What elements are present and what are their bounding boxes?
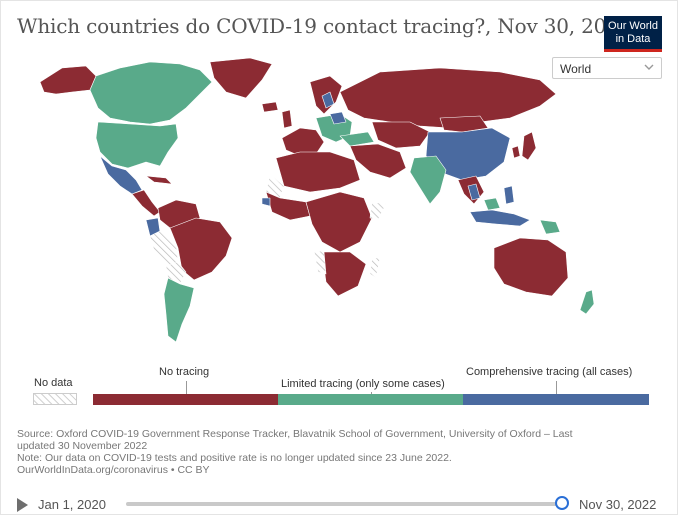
map-region-canada [89,61,213,125]
map-region-philippines [503,185,515,205]
map-region-iceland [261,101,279,113]
map-region-malaysia [483,197,501,211]
map-region-central-africa [305,191,373,253]
world-map [39,57,595,343]
timeline: Jan 1, 2020 Nov 30, 2022 [0,490,680,517]
timeline-handle[interactable] [555,496,569,510]
legend-swatch-comprehensive[interactable] [463,394,649,405]
legend-swatch-no-tracing[interactable] [93,394,278,405]
map-region-australia [493,237,569,297]
map-region-indonesia [469,209,531,227]
map-region-mexico [99,155,143,195]
map-region-caribbean [145,175,173,185]
map-region-bolivia [165,261,187,285]
legend-tick [186,381,187,394]
legend-label-limited: Limited tracing (only some cases) [281,378,445,390]
legend-no-data-label: No data [34,377,73,389]
map-region-poland [329,111,347,125]
legend-label-no-tracing: No tracing [159,366,210,378]
chart-title: Which countries do COVID-19 contact trac… [17,14,632,38]
map-region-alaska [39,65,97,95]
timeline-track[interactable] [126,502,564,506]
note-line: Note: Our data on COVID-19 tests and pos… [17,452,452,464]
map-region-japan [521,131,537,161]
map-region-west-africa [265,191,311,221]
map-region-central-america [131,189,161,217]
map-region-usa [95,121,179,169]
map-region-greenland [209,57,273,99]
timeline-end-label[interactable]: Nov 30, 2022 [579,497,657,512]
legend-label-comprehensive: Comprehensive tracing (all cases) [466,366,633,378]
legend-tick [371,392,372,395]
map-region-namibia [313,249,327,275]
map-region-southern-africa [321,251,367,297]
map-region-thailand [467,183,481,201]
map-region-brazil [169,217,233,281]
source-line: updated 30 November 2022 [17,440,148,452]
legend-swatch-limited[interactable] [278,394,463,405]
map-region-central-asia [371,121,431,149]
source-url[interactable]: OurWorldInData.org/coronavirus • CC BY [17,464,210,476]
region-select-value: World [560,62,592,76]
map-region-argentina [163,277,195,343]
map-region-png [539,219,561,235]
legend-no-data-swatch [33,393,77,405]
play-icon[interactable] [17,498,28,512]
map-region-uk [281,109,293,129]
map-region-korea [511,145,521,159]
legend-tick [556,381,557,394]
map-region-turkey [339,131,375,147]
source-line: Source: Oxford COVID-19 Government Respo… [17,428,573,440]
map-region-norway-blue [321,91,335,109]
timeline-start-label[interactable]: Jan 1, 2020 [38,497,106,512]
map-region-north-africa [275,151,361,193]
owid-logo[interactable]: Our World in Data [604,16,662,52]
source-notes: Source: Oxford COVID-19 Government Respo… [17,428,637,476]
map-region-india [409,155,447,205]
map-region-senegal [261,197,271,207]
map-region-russia [339,67,557,129]
map-region-madagascar [369,257,381,279]
logo-line-1: Our World [608,20,658,32]
region-select[interactable]: World [552,57,662,79]
map-region-middle-east [349,143,407,179]
logo-line-2: in Data [615,33,651,45]
chevron-down-icon [644,64,654,70]
map-region-western-europe [281,127,325,157]
map-region-new-zealand [579,289,595,315]
map-region-somalia [369,201,387,221]
